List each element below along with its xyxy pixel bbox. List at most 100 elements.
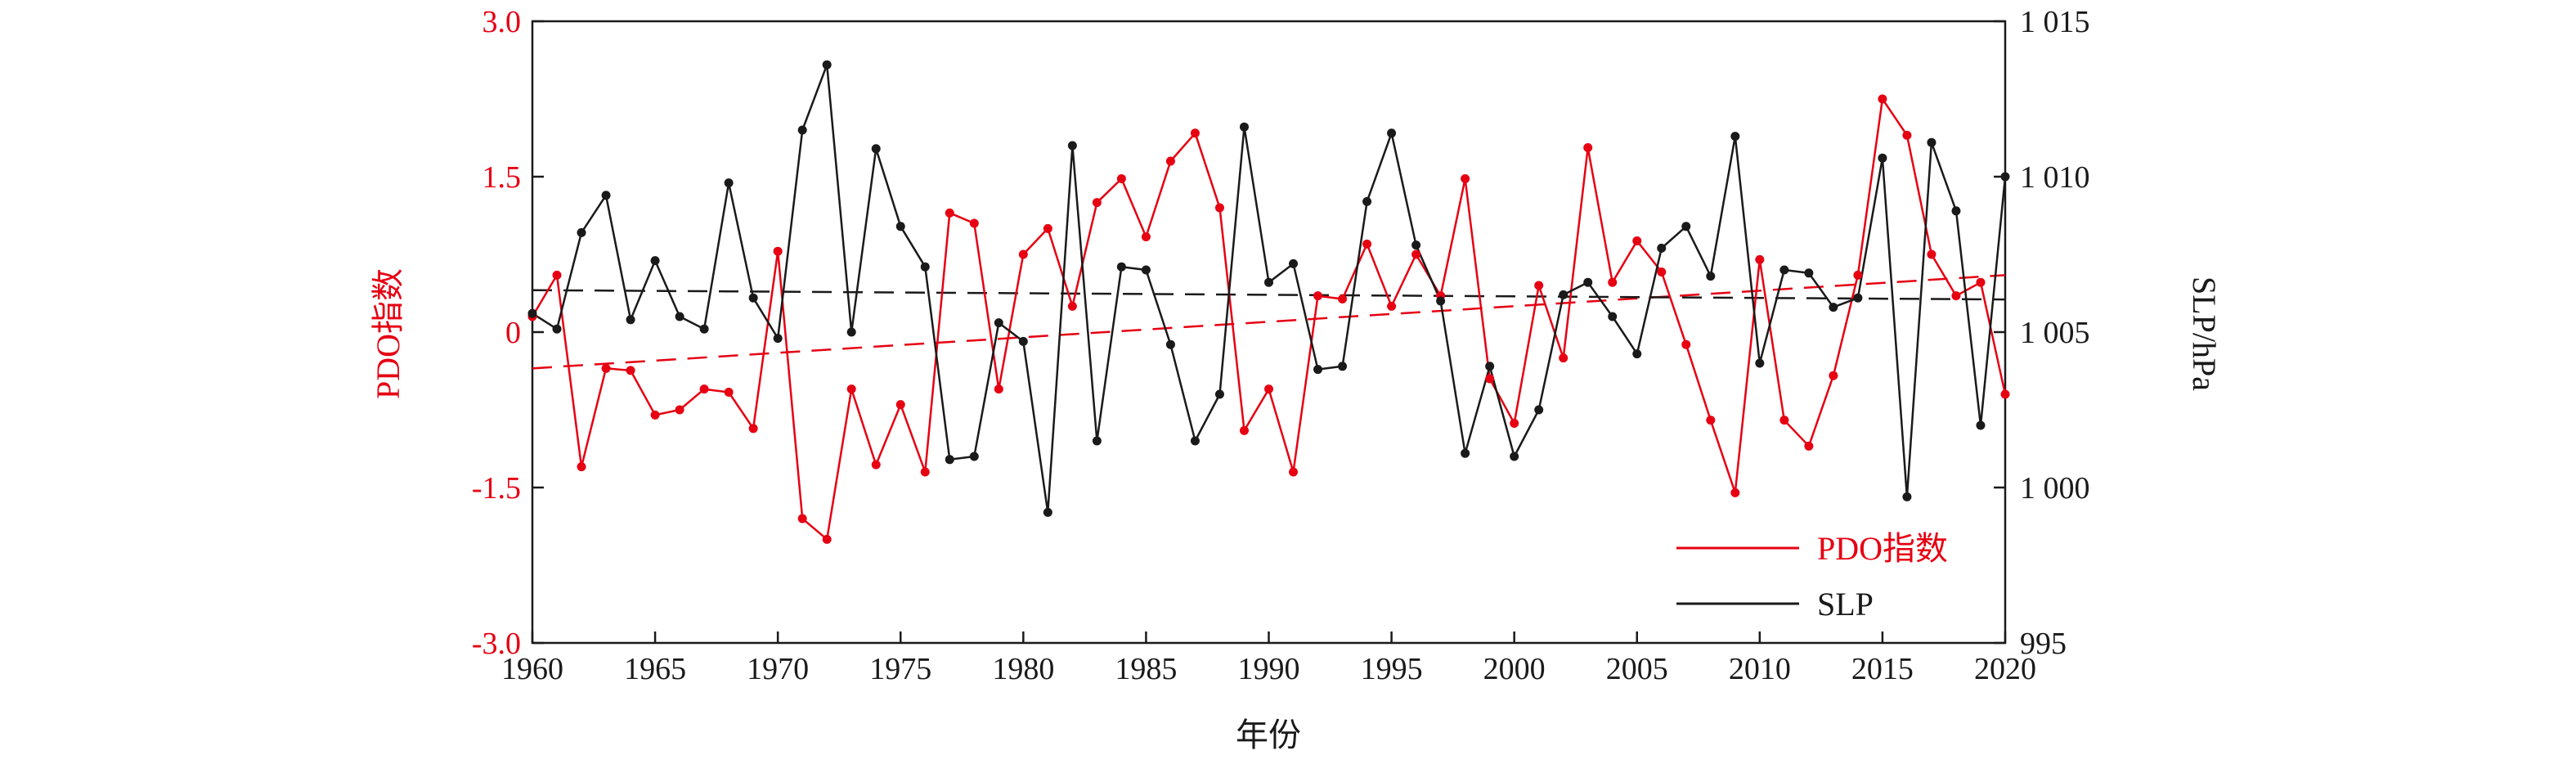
slp-data-point bbox=[626, 315, 635, 325]
series-points bbox=[527, 60, 2010, 544]
x-tick-label: 1995 bbox=[1361, 652, 1423, 686]
pdo-data-point bbox=[1681, 339, 1691, 349]
pdo-data-point bbox=[1951, 291, 1961, 301]
slp-data-point bbox=[1583, 277, 1593, 287]
pdo-data-point bbox=[650, 410, 660, 420]
slp-data-point bbox=[1362, 196, 1372, 206]
pdo-data-point bbox=[1632, 236, 1642, 246]
slp-data-point bbox=[1779, 265, 1789, 275]
pdo-data-point bbox=[1165, 156, 1175, 166]
slp-trend-line bbox=[532, 289, 2006, 301]
pdo-data-point bbox=[1902, 130, 1912, 140]
slp-data-point bbox=[577, 227, 586, 237]
pdo-data-point bbox=[1730, 488, 1740, 497]
pdo-data-point bbox=[1853, 270, 1863, 280]
pdo-data-point bbox=[1927, 249, 1936, 259]
slp-data-point bbox=[1461, 448, 1470, 458]
pdo-data-point bbox=[577, 462, 586, 472]
pdo-data-point bbox=[1608, 277, 1618, 287]
pdo-data-point bbox=[724, 387, 734, 397]
slp-data-point bbox=[1829, 303, 1838, 312]
pdo-data-point bbox=[1534, 281, 1544, 290]
slp-data-point bbox=[1853, 293, 1863, 303]
pdo-data-point bbox=[822, 534, 832, 544]
y-right-tick-label: 1 000 bbox=[2020, 471, 2090, 506]
pdo-data-point bbox=[969, 218, 979, 228]
slp-data-point bbox=[1338, 362, 1348, 371]
y-left-tick-label: 0 bbox=[505, 316, 521, 350]
slp-data-point bbox=[724, 178, 734, 188]
slp-data-point bbox=[1067, 141, 1077, 151]
slp-data-point bbox=[1730, 132, 1740, 142]
pdo-data-point bbox=[1264, 384, 1273, 394]
x-tick-label: 2000 bbox=[1483, 652, 1546, 686]
axis-ticks bbox=[531, 20, 2007, 645]
y-left-axis-title: PDO指数 bbox=[370, 268, 406, 399]
pdo-data-point bbox=[1706, 416, 1716, 425]
y-left-tick-label: 3.0 bbox=[482, 5, 522, 39]
x-axis-title: 年份 bbox=[1236, 717, 1301, 753]
pdo-data-point bbox=[1214, 203, 1224, 213]
x-tick-label: 1980 bbox=[992, 652, 1054, 686]
pdo-data-point bbox=[846, 384, 856, 394]
slp-data-point bbox=[1951, 206, 1961, 216]
slp-data-point bbox=[1485, 362, 1495, 371]
x-tick-label: 1990 bbox=[1238, 652, 1300, 686]
pdo-data-point bbox=[1313, 291, 1323, 301]
pdo-data-point bbox=[748, 424, 758, 434]
x-tick-label: 2020 bbox=[1974, 652, 2036, 686]
pdo-data-point bbox=[601, 363, 611, 373]
pdo-data-point bbox=[1116, 174, 1126, 184]
slp-data-point bbox=[1264, 277, 1273, 287]
slp-data-point bbox=[1313, 365, 1323, 375]
pdo-data-point bbox=[1779, 416, 1789, 425]
pdo-data-point bbox=[1559, 353, 1568, 363]
slp-data-point bbox=[650, 256, 660, 266]
pdo-data-point bbox=[1878, 94, 1887, 104]
slp-data-point bbox=[969, 452, 979, 461]
slp-data-point bbox=[1116, 262, 1126, 272]
pdo-data-point bbox=[1239, 425, 1249, 435]
pdo-data-point bbox=[626, 366, 635, 375]
slp-data-point bbox=[1018, 336, 1028, 346]
pdo-data-point bbox=[675, 405, 684, 415]
x-tick-label: 2005 bbox=[1606, 652, 1668, 686]
slp-data-point bbox=[1510, 452, 1519, 461]
pdo-data-point bbox=[699, 384, 709, 394]
slp-data-point bbox=[1902, 492, 1912, 501]
slp-data-point bbox=[1608, 312, 1618, 321]
slp-data-point bbox=[1436, 296, 1446, 306]
pdo-data-point bbox=[1510, 418, 1519, 428]
slp-data-point bbox=[1411, 240, 1421, 250]
slp-data-point bbox=[797, 125, 807, 135]
slp-data-point bbox=[895, 222, 905, 231]
slp-data-point bbox=[1165, 339, 1175, 349]
slp-data-point bbox=[527, 308, 537, 318]
pdo-data-point bbox=[1755, 254, 1765, 264]
pdo-data-point bbox=[1804, 441, 1814, 451]
slp-data-point bbox=[1043, 507, 1052, 517]
plot-border bbox=[531, 20, 2007, 645]
x-tick-label: 1970 bbox=[747, 652, 809, 686]
pdo-data-point bbox=[994, 384, 1003, 394]
slp-data-point bbox=[1657, 243, 1667, 253]
x-tick-label: 2015 bbox=[1851, 652, 1914, 686]
plot-frame bbox=[531, 20, 2007, 645]
legend: PDO指数 SLP bbox=[1676, 530, 1948, 622]
slp-data-point bbox=[1706, 272, 1716, 281]
pdo-data-point bbox=[1141, 231, 1151, 241]
pdo-data-point bbox=[1411, 249, 1421, 259]
pdo-data-point bbox=[1289, 467, 1299, 477]
y-left-tick-label: -3.0 bbox=[472, 627, 521, 661]
slp-data-point bbox=[920, 262, 930, 272]
pdo-data-point bbox=[920, 467, 930, 477]
pdo-data-point bbox=[1092, 198, 1102, 208]
slp-data-point bbox=[748, 293, 758, 303]
slp-data-point bbox=[699, 324, 709, 334]
slp-data-point bbox=[1387, 128, 1397, 138]
pdo-data-point bbox=[895, 400, 905, 410]
pdo-data-point bbox=[552, 270, 562, 280]
slp-data-point bbox=[1289, 258, 1299, 268]
slp-data-point bbox=[1534, 405, 1544, 415]
